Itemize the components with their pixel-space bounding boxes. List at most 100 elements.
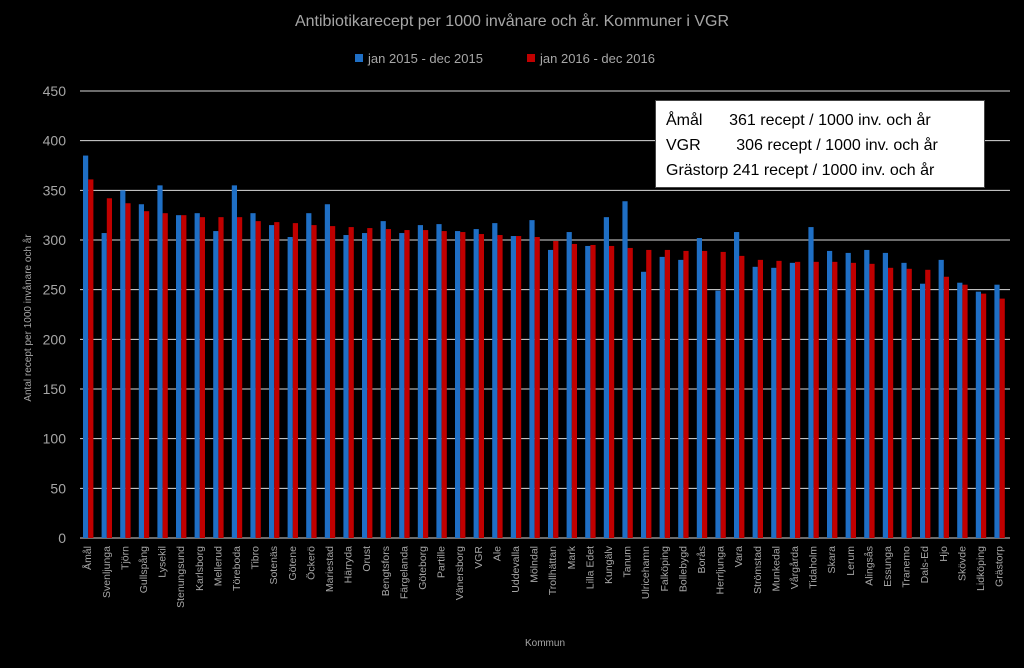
x-tick-label: Lilla Edet [584,546,596,589]
y-tick-label: 300 [43,232,67,248]
x-tick-label: Falköping [659,546,671,592]
bar-2015 [250,213,256,538]
bar-2016 [88,179,94,538]
bar-2016 [199,217,205,539]
y-tick-label: 200 [43,331,67,347]
x-tick-label: Borås [696,546,708,573]
bar-2015 [566,232,572,538]
x-tick-label: VGR [473,546,485,569]
x-tick-label: Götene [287,546,299,581]
bar-2015 [771,267,777,538]
bar-2015 [789,262,795,538]
x-tick-label: Sotenäs [268,546,280,585]
y-tick-label: 350 [43,182,67,198]
bar-2016 [571,243,577,538]
bar-2016 [423,230,429,539]
bar-2016 [664,249,670,538]
annotation-amal: Åmål 361 recept / 1000 inv. och år [666,112,931,129]
legend: jan 2015 - dec 2015 jan 2016 - dec 2016 [355,51,655,66]
bar-2015 [659,256,665,538]
bar-2016 [850,262,856,538]
x-tick-label: Uddevalla [510,546,522,593]
x-tick-label: Tranemo [901,546,913,588]
bar-2016 [237,217,243,539]
x-tick-label: Herrljunga [715,546,727,595]
x-tick-label: Orust [361,546,373,572]
bar-2015 [715,290,721,538]
x-tick-label: Vårgårda [789,546,801,589]
x-tick-label: Tjörn [119,546,131,570]
bar-2016 [646,249,652,538]
bar-2015 [808,227,814,538]
y-axis-label: Antal recept per 1000 invånare och år [22,234,34,402]
bar-2016 [218,217,224,539]
bar-2015 [901,262,907,538]
annotation-box: Åmål 361 recept / 1000 inv. och år VGR 3… [655,100,985,188]
bar-2016 [776,260,782,538]
bar-2016 [311,225,317,538]
bar-2016 [925,269,931,538]
legend-swatch-2015 [355,54,363,62]
bar-2016 [144,211,150,538]
bar-2015 [362,233,368,538]
bar-2015 [157,185,163,538]
bar-2015 [975,291,981,538]
x-tick-label: Mariestad [324,546,336,592]
bar-2015 [473,229,479,538]
bar-2015 [994,284,1000,538]
y-tick-label: 400 [43,133,67,149]
legend-label-2015: jan 2015 - dec 2015 [367,51,483,66]
x-tick-label: Tidaholm [808,546,820,589]
bar-2015 [920,283,926,538]
bar-2015 [324,204,330,539]
x-tick-label: Strömstad [752,546,764,594]
bar-2015 [827,250,833,538]
annotation-grastorp: Grästorp 241 recept / 1000 inv. och år [666,162,935,179]
x-tick-label: Partille [436,546,448,578]
bar-2016 [943,276,949,538]
x-tick-label: Tanum [622,546,634,578]
bar-2016 [348,227,354,538]
x-tick-label: Åmål [81,546,94,570]
bar-2015 [101,233,107,538]
x-tick-label: Töreboda [231,546,243,591]
x-tick-label: Svenljunga [101,546,113,598]
x-tick-label: Skara [826,546,838,574]
bar-2015 [752,266,758,538]
bar-2016 [106,198,112,538]
bar-2016 [962,284,968,538]
bar-2016 [981,293,987,538]
y-tick-label: 150 [43,381,67,397]
bar-2015 [269,225,275,538]
x-tick-label: Kungälv [603,545,615,584]
bar-2015 [882,252,888,538]
bar-2015 [213,231,219,538]
bar-2016 [255,221,261,539]
annotation-vgr: VGR 306 recept / 1000 inv. och år [666,137,938,154]
bar-2016 [125,203,131,538]
x-tick-label: Karlsborg [194,546,206,591]
x-tick-label: Hjo [938,546,950,562]
bar-2016 [609,245,615,538]
y-tick-label: 450 [43,83,67,99]
legend-swatch-2016 [527,54,535,62]
x-tick-label: Mellerud [212,546,224,586]
x-tick-label: Munkedal [770,546,782,592]
bar-2016 [590,244,596,538]
bar-2015 [194,213,200,538]
bar-2015 [83,155,89,539]
x-tick-label: Grästorp [994,546,1006,587]
bar-2015 [641,271,647,538]
bar-2016 [162,213,168,538]
bar-2016 [181,215,187,538]
bar-2016 [869,263,875,538]
x-tick-label: Öckerö [305,546,317,580]
bar-2015 [585,245,591,538]
x-tick-label: Dals-Ed [919,546,931,584]
bar-2015 [138,204,144,539]
bar-2016 [627,247,633,539]
bar-2015 [678,259,684,538]
bar-2016 [832,261,838,538]
bar-2015 [306,213,312,538]
